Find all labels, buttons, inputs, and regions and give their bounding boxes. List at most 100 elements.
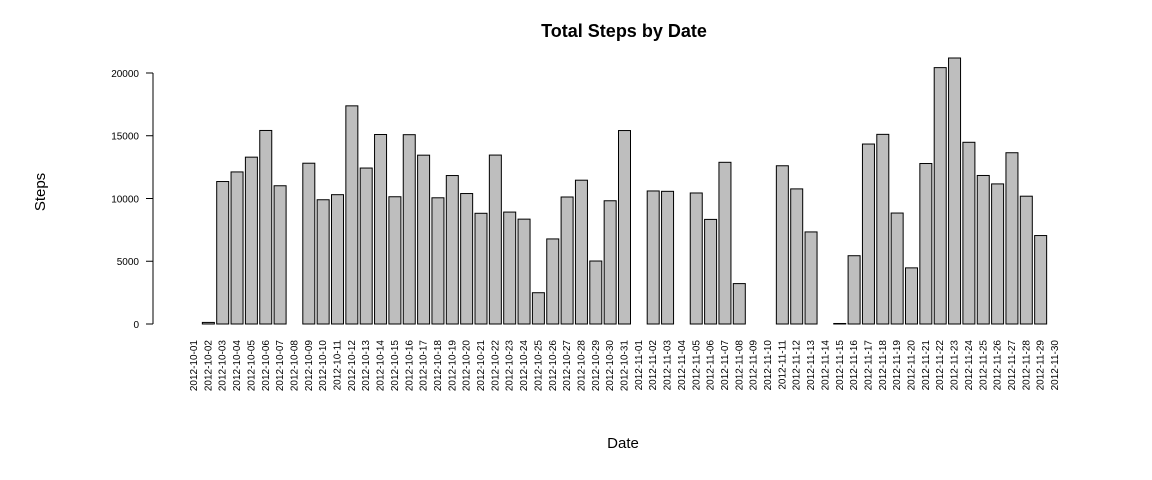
x-tick-label: 2012-10-25 [533, 340, 544, 392]
x-tick-label: 2012-10-09 [304, 340, 315, 392]
bar [646, 190, 660, 325]
x-tick-label: 2012-10-30 [605, 340, 616, 392]
y-axis-label: Steps [32, 173, 49, 211]
x-tick-label: 2012-11-10 [763, 340, 774, 391]
bar [345, 105, 359, 325]
x-tick-label: 2012-11-23 [950, 340, 961, 391]
bar [302, 162, 316, 325]
x-tick-label: 2012-10-04 [232, 340, 243, 392]
bar [546, 238, 560, 325]
bar [503, 211, 517, 325]
x-tick-label: 2012-10-03 [218, 340, 229, 392]
bar [962, 141, 976, 325]
bar [933, 67, 947, 325]
x-tick-label: 2012-10-08 [289, 340, 300, 392]
bar [374, 134, 388, 325]
x-tick-label: 2012-11-27 [1007, 340, 1018, 391]
y-tick-label: 10000 [111, 194, 139, 205]
bar [488, 154, 502, 325]
bar [331, 194, 344, 325]
x-tick-label: 2012-11-21 [921, 340, 932, 391]
bar [531, 292, 545, 325]
y-tick-label: 20000 [111, 69, 139, 80]
bar [790, 188, 804, 325]
x-tick-label: 2012-10-28 [576, 340, 587, 392]
x-tick-label: 2012-11-15 [835, 340, 846, 391]
bar [1005, 152, 1019, 325]
x-tick-label: 2012-10-14 [376, 340, 387, 392]
x-tick-label: 2012-11-11 [777, 340, 788, 390]
x-tick-label: 2012-11-01 [634, 340, 645, 391]
bar [474, 212, 488, 325]
x-tick-label: 2012-10-26 [548, 340, 559, 392]
bar [388, 196, 402, 325]
x-tick-label: 2012-11-03 [663, 340, 674, 391]
bar [905, 267, 918, 325]
bar [618, 130, 631, 325]
bar [359, 167, 373, 325]
bar [460, 193, 474, 325]
x-tick-label: 2012-11-14 [820, 340, 831, 391]
x-tick-label: 2012-11-12 [792, 340, 803, 391]
x-tick-label: 2012-11-16 [849, 340, 860, 391]
x-tick-label: 2012-10-20 [462, 340, 473, 392]
bar [976, 174, 990, 325]
bar [991, 183, 1005, 325]
x-tick-label: 2012-10-29 [591, 340, 602, 392]
x-tick-label: 2012-10-31 [620, 340, 631, 392]
bar [861, 143, 875, 325]
x-tick-label: 2012-10-05 [246, 340, 257, 392]
x-tick-label: 2012-11-05 [691, 340, 702, 391]
x-tick-label: 2012-10-19 [447, 340, 458, 392]
bar [517, 218, 531, 325]
y-tick-label: 5000 [117, 257, 140, 268]
x-tick-label: 2012-10-16 [404, 340, 415, 392]
x-tick-label: 2012-10-06 [261, 340, 272, 392]
x-tick-label: 2012-11-09 [749, 340, 760, 391]
bar [847, 255, 861, 325]
x-tick-label: 2012-10-27 [562, 340, 573, 392]
x-tick-label: 2012-10-18 [433, 340, 444, 392]
x-tick-label: 2012-10-11 [333, 340, 344, 391]
x-tick-label: 2012-11-08 [734, 340, 745, 391]
bar [445, 175, 459, 325]
x-tick-label: 2012-11-25 [978, 340, 989, 391]
bar [876, 133, 890, 325]
x-tick-label: 2012-11-02 [648, 340, 659, 391]
x-tick-label: 2012-10-24 [519, 340, 530, 392]
x-tick-label: 2012-11-30 [1050, 340, 1061, 391]
x-tick-label: 2012-11-28 [1021, 340, 1032, 391]
bar [589, 260, 603, 325]
bar [273, 185, 287, 325]
x-tick-label: 2012-10-17 [419, 340, 430, 392]
x-tick-label: 2012-10-15 [390, 340, 401, 392]
x-tick-label: 2012-10-23 [505, 340, 516, 392]
y-tick-label: 15000 [111, 132, 139, 143]
x-tick-label: 2012-11-20 [907, 340, 918, 391]
bar [1034, 235, 1048, 325]
bar [661, 190, 675, 325]
bar [718, 161, 732, 325]
x-tick-label: 2012-10-10 [318, 340, 329, 392]
x-tick-label: 2012-11-19 [892, 340, 903, 391]
bar [574, 179, 588, 325]
bar [259, 129, 273, 325]
bar [948, 57, 962, 325]
x-tick-label: 2012-11-29 [1036, 340, 1047, 391]
bar [775, 165, 789, 325]
x-tick-label: 2012-11-07 [720, 340, 731, 391]
bar [230, 171, 244, 325]
x-tick-label: 2012-10-02 [203, 340, 214, 392]
y-axis: 0 5000 10000 15000 20000 [111, 69, 154, 331]
bar [833, 322, 847, 325]
x-tick-label: 2012-11-04 [677, 340, 688, 391]
x-tick-label: 2012-11-26 [993, 340, 1004, 391]
y-tick-label: 0 [133, 320, 139, 331]
bar [244, 156, 258, 325]
bar [603, 200, 617, 325]
x-tick-labels: 2012-10-01 2012-10-02 2012-10-03 2012-10-04… [189, 340, 1061, 392]
x-tick-label: 2012-10-12 [347, 340, 358, 392]
x-tick-label: 2012-11-24 [964, 340, 975, 391]
x-tick-label: 2012-10-21 [476, 340, 487, 392]
